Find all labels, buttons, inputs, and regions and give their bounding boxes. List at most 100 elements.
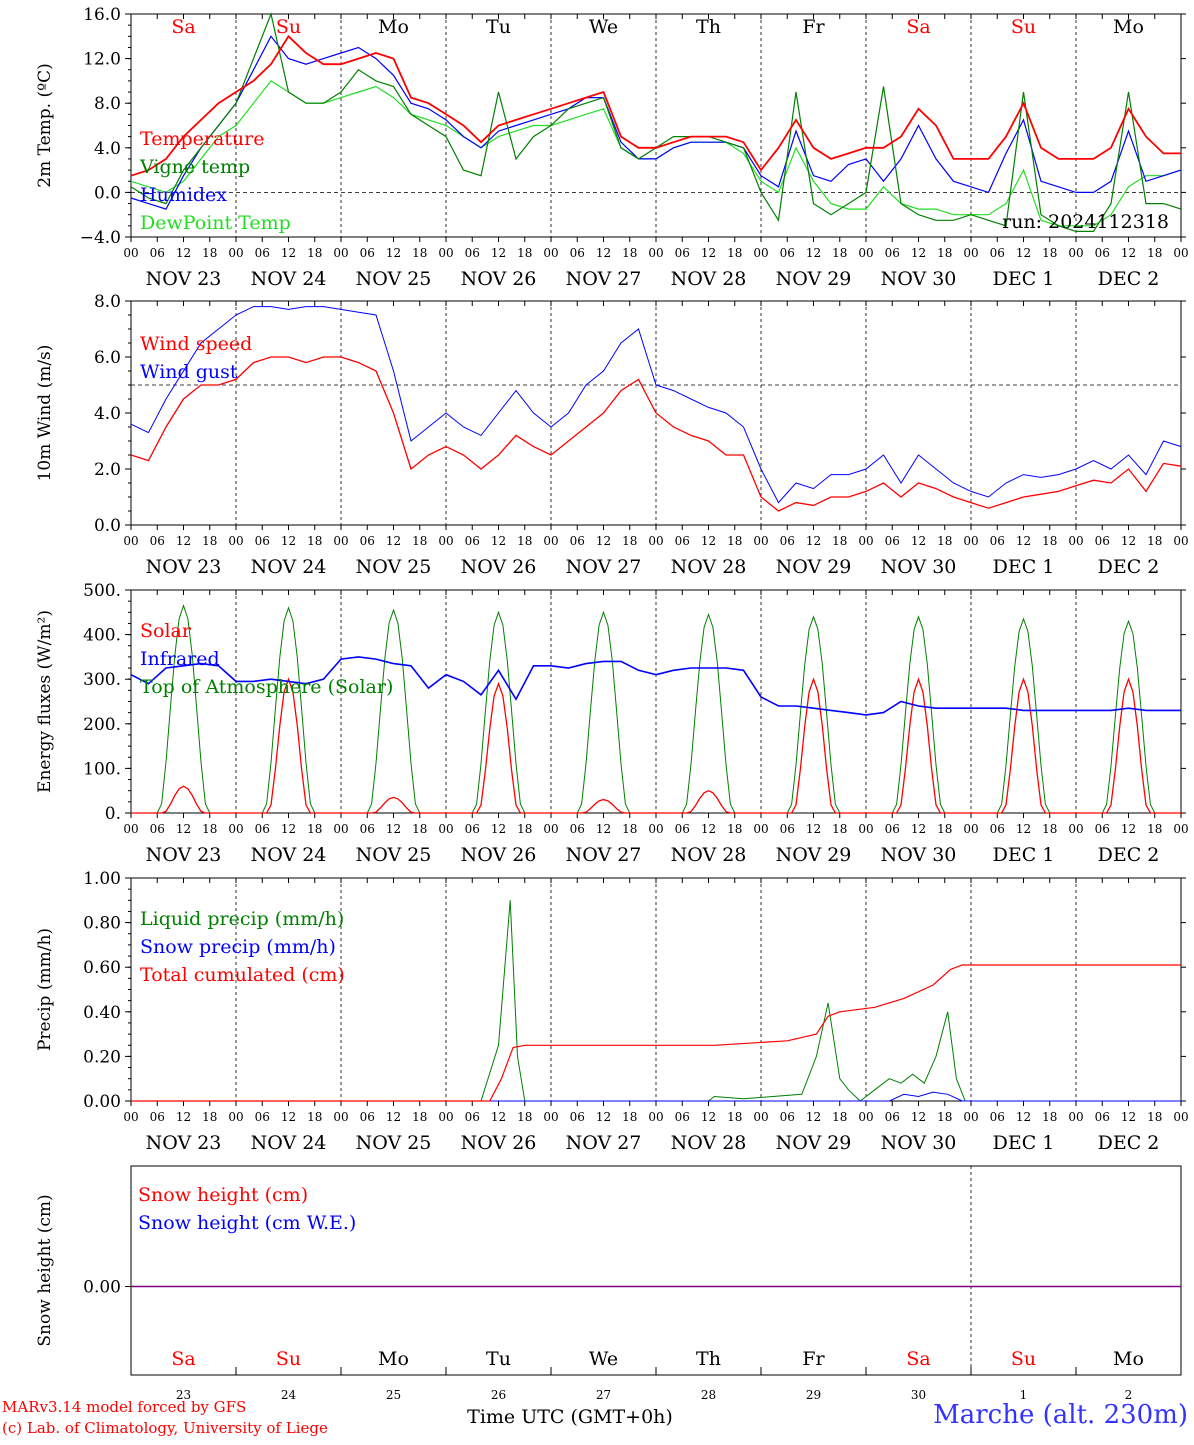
x-hour-label: 00	[1068, 1110, 1083, 1124]
legend-entry: DewPoint Temp	[140, 212, 291, 234]
x-hour-label: 00	[1173, 534, 1188, 548]
x-hour-label: 18	[202, 246, 217, 260]
day-number-label: 26	[491, 1388, 506, 1402]
x-hour-label: 18	[517, 822, 532, 836]
x-date-label: NOV 25	[356, 556, 432, 578]
x-hour-label: 00	[438, 246, 453, 260]
y-tick-label: 400.	[83, 626, 121, 646]
legend-entry: Vigne temp	[139, 156, 250, 178]
x-hour-label: 18	[727, 822, 742, 836]
x-hour-label: 00	[438, 534, 453, 548]
x-hour-label: 18	[412, 246, 427, 260]
x-hour-label: 12	[701, 246, 716, 260]
x-hour-label: 12	[911, 534, 926, 548]
x-hour-label: 00	[858, 1110, 873, 1124]
x-date-label: NOV 23	[146, 556, 222, 578]
y-tick-label: 0.0	[94, 516, 121, 536]
y-tick-label: 6.0	[94, 348, 121, 368]
weekday-label: Sa	[171, 1348, 195, 1370]
x-hour-label: 00	[228, 1110, 243, 1124]
x-hour-label: 06	[255, 534, 270, 548]
x-hour-label: 00	[648, 246, 663, 260]
x-hour-label: 18	[1147, 246, 1162, 260]
x-hour-label: 12	[491, 246, 506, 260]
x-hour-label: 06	[885, 1110, 900, 1124]
x-hour-label: 18	[517, 534, 532, 548]
legend-entry: Snow height (cm)	[138, 1184, 308, 1206]
x-hour-label: 00	[648, 822, 663, 836]
panel-frame	[130, 589, 1182, 814]
series-line-toa	[131, 604, 1181, 814]
x-hour-label: 18	[622, 246, 637, 260]
x-hour-label: 06	[360, 534, 375, 548]
weekday-label: Mo	[1113, 16, 1144, 38]
x-date-label: DEC 1	[993, 1132, 1055, 1154]
x-hour-label: 18	[1042, 822, 1057, 836]
weekday-label: Sa	[906, 1348, 930, 1370]
x-hour-label: 06	[780, 246, 795, 260]
x-hour-label: 06	[360, 1110, 375, 1124]
x-hour-label: 00	[963, 246, 978, 260]
x-hour-label: 06	[255, 822, 270, 836]
x-hour-label: 06	[990, 822, 1005, 836]
x-hour-label: 00	[333, 246, 348, 260]
x-hour-label: 06	[465, 534, 480, 548]
x-hour-label: 00	[753, 1110, 768, 1124]
x-hour-label: 00	[123, 822, 138, 836]
series-line	[131, 1091, 1181, 1102]
weekday-label: Mo	[1113, 1348, 1144, 1370]
x-hour-label: 12	[491, 822, 506, 836]
x-date-label: NOV 30	[881, 844, 957, 866]
y-tick-label: 0.00	[83, 1092, 121, 1112]
x-hour-label: 12	[596, 246, 611, 260]
x-hour-label: 06	[885, 822, 900, 836]
x-hour-label: 00	[753, 246, 768, 260]
weekday-label: Su	[1011, 1348, 1036, 1370]
y-tick-label: −4.0	[80, 228, 121, 248]
x-hour-label: 06	[885, 534, 900, 548]
y-tick-label: 16.0	[83, 5, 121, 25]
x-date-label: NOV 25	[356, 1132, 432, 1154]
x-hour-label: 00	[438, 1110, 453, 1124]
weekday-label: Tu	[486, 16, 511, 38]
x-hour-label: 18	[622, 534, 637, 548]
x-date-label: NOV 26	[461, 844, 537, 866]
x-hour-label: 00	[648, 534, 663, 548]
x-hour-label: 06	[675, 1110, 690, 1124]
x-hour-label: 12	[491, 1110, 506, 1124]
x-hour-label: 12	[491, 534, 506, 548]
x-hour-label: 00	[858, 246, 873, 260]
x-hour-label: 00	[123, 246, 138, 260]
x-date-label: NOV 24	[251, 556, 327, 578]
y-tick-label: 8.0	[94, 292, 121, 312]
series-line-solar	[131, 677, 1181, 814]
legend-entry: Humidex	[140, 184, 227, 206]
x-hour-label: 06	[675, 246, 690, 260]
y-axis-label: 10m Wind (m/s)	[35, 345, 55, 482]
x-hour-label: 12	[281, 1110, 296, 1124]
x-hour-label: 18	[1042, 1110, 1057, 1124]
day-number-label: 1	[1020, 1388, 1028, 1402]
x-hour-label: 18	[832, 534, 847, 548]
y-tick-label: 0.20	[83, 1047, 121, 1067]
x-hour-label: 00	[543, 246, 558, 260]
x-hour-label: 00	[858, 534, 873, 548]
x-hour-label: 12	[176, 1110, 191, 1124]
x-hour-label: 12	[806, 1110, 821, 1124]
day-number-label: 27	[596, 1388, 611, 1402]
x-date-label: NOV 29	[776, 1132, 852, 1154]
day-number-label: 28	[701, 1388, 716, 1402]
x-hour-label: 18	[832, 246, 847, 260]
x-hour-label: 00	[963, 822, 978, 836]
day-number-label: 24	[281, 1388, 297, 1402]
x-hour-label: 12	[281, 822, 296, 836]
y-tick-label: 0.40	[83, 1003, 121, 1023]
x-hour-label: 00	[123, 534, 138, 548]
y-tick-label: 500.	[83, 581, 121, 601]
x-hour-label: 12	[911, 822, 926, 836]
weekday-label: Fr	[802, 1348, 825, 1370]
day-number-label: 30	[911, 1388, 926, 1402]
x-date-label: NOV 28	[671, 1132, 747, 1154]
y-tick-label: 200.	[83, 715, 121, 735]
x-hour-label: 06	[1095, 246, 1110, 260]
